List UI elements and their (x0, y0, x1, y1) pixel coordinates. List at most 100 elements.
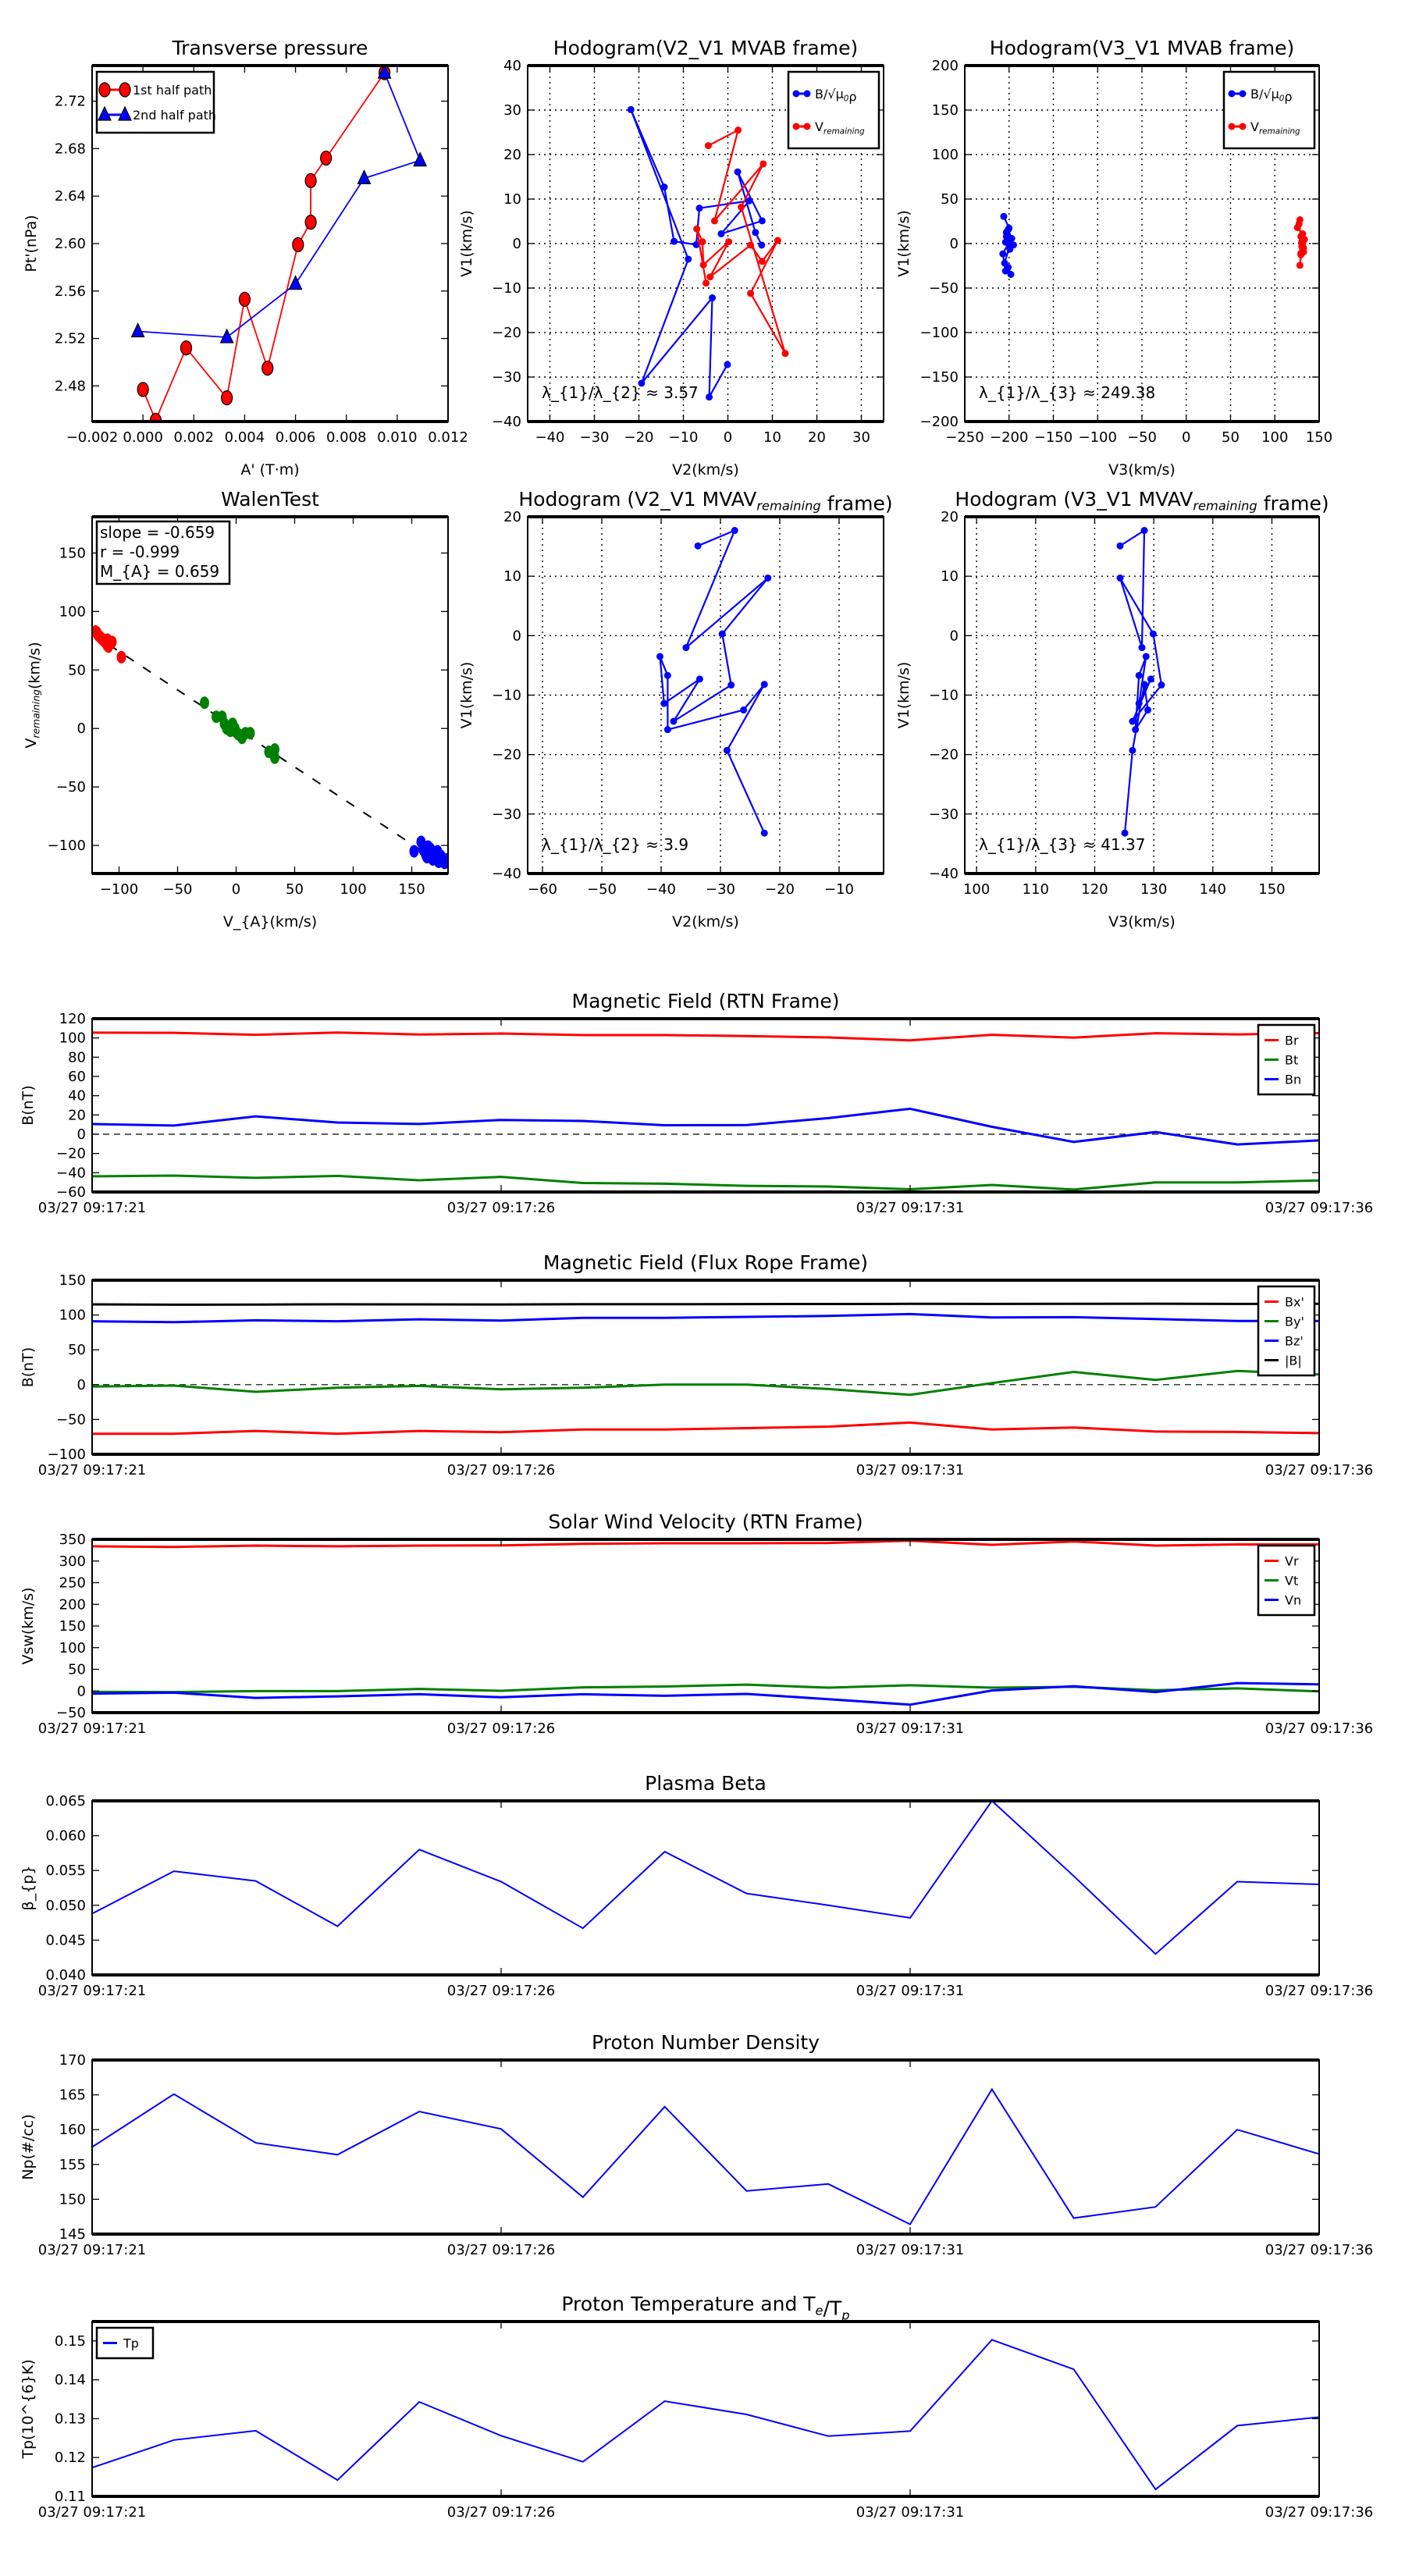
series-line (92, 1801, 1319, 1955)
y-tick-label: −10 (492, 280, 521, 297)
data-point (1116, 574, 1124, 582)
y-tick-label: 100 (59, 1640, 86, 1656)
x-tick-label: 130 (1140, 881, 1167, 898)
legend-label: Vremaining (815, 119, 865, 137)
data-point (745, 197, 753, 205)
y-tick-label: −20 (492, 747, 521, 763)
series-br (92, 1031, 1319, 1042)
data-point (413, 151, 428, 167)
legend-label: Br (1285, 1034, 1299, 1048)
data-point (1132, 726, 1140, 734)
y-tick-label: 300 (59, 1553, 86, 1570)
y-tick-label: 170 (59, 2052, 86, 2069)
data-point (764, 574, 772, 582)
legend-box (95, 70, 215, 134)
x-tick-label: 0 (724, 429, 732, 446)
series-blue (409, 835, 448, 870)
legend-label: 1st half path (133, 83, 212, 98)
y-tick-label: 2.72 (55, 94, 86, 110)
data-point (704, 142, 712, 150)
data-point (102, 633, 112, 646)
legend-entry: Bt (1264, 1053, 1298, 1068)
x-tick-label: 0 (232, 881, 240, 898)
data-point (423, 840, 433, 853)
chart-title: Proton Number Density (592, 2031, 820, 2054)
legend-label: Bx' (1285, 1295, 1304, 1310)
legend-marker (792, 123, 800, 130)
series-tp (92, 2339, 1319, 2491)
data-point (1296, 262, 1304, 269)
y-tick-label: −50 (929, 280, 959, 297)
y-tick-label: 20 (941, 509, 959, 525)
x-tick-label: 03/27 09:17:26 (447, 1200, 555, 1216)
data-point (270, 751, 279, 764)
y-tick-label: 100 (59, 1308, 86, 1324)
walen-stat: M_{A} = 0.659 (100, 562, 219, 581)
data-point (695, 675, 703, 683)
legend-label: B/√μ0ρ (815, 87, 857, 105)
y-axis-label: Np(#/cc) (20, 2114, 37, 2179)
data-point (1001, 259, 1008, 267)
data-point (180, 340, 193, 356)
series-line (92, 1174, 1319, 1191)
series-v (1116, 527, 1165, 837)
data-point (738, 203, 745, 211)
data-point (731, 527, 738, 535)
legend-entry: Vremaining (1228, 119, 1300, 137)
legend-marker (118, 105, 132, 121)
data-point (758, 241, 766, 249)
y-tick-label: 40 (68, 1088, 86, 1105)
data-point (710, 217, 718, 225)
x-tick-label: −60 (528, 881, 557, 898)
x-axis-label: V3(km/s) (1108, 913, 1176, 930)
y-axis-label: V1(km/s) (458, 662, 475, 729)
x-tick-label: 03/27 09:17:31 (856, 1200, 964, 1216)
series-v (656, 527, 772, 837)
y-tick-label: 50 (68, 1342, 86, 1358)
series-bx- (92, 1421, 1319, 1436)
x-tick-label: −100 (1079, 429, 1117, 446)
legend: B/√μ0ρ Vremaining (787, 70, 880, 150)
x-tick-label: 0.002 (174, 429, 215, 446)
y-tick-label: −50 (56, 1705, 86, 1721)
y-axis-label: Vremaining(km/s) (23, 642, 43, 748)
data-point (1129, 746, 1136, 754)
data-point (1295, 220, 1303, 228)
chart-title: Magnetic Field (RTN Frame) (572, 990, 840, 1012)
data-point (740, 706, 748, 714)
y-tick-label: 10 (941, 568, 959, 585)
proton-density-chart: 03/27 09:17:21 03/27 09:17:26 03/27 09:17:… (20, 2031, 1373, 2258)
y-tick-label: 0 (950, 236, 959, 252)
series-line (630, 109, 763, 398)
data-point (1140, 681, 1148, 688)
x-tick-label: −40 (646, 881, 676, 898)
y-tick-label: 0.055 (45, 1863, 86, 1879)
x-axis-label: V2(km/s) (672, 913, 739, 930)
data-point (1298, 239, 1306, 247)
x-tick-label: −20 (624, 429, 654, 446)
x-tick-label: 03/27 09:17:31 (856, 2242, 964, 2258)
data-point (760, 681, 768, 688)
legend-entry: 1st half path (98, 82, 212, 98)
walen-stat: r = -0.999 (100, 543, 180, 561)
legend-marker (1228, 123, 1236, 130)
data-point (685, 255, 692, 263)
data-point (238, 291, 251, 308)
x-axis-label: V2(km/s) (672, 461, 739, 479)
legend-marker (803, 123, 811, 130)
x-tick-label: 03/27 09:17:31 (856, 2504, 964, 2521)
y-tick-label: 0.11 (55, 2489, 86, 2505)
x-tick-label: 50 (1222, 429, 1240, 446)
x-tick-label: 03/27 09:17:26 (447, 1720, 555, 1737)
y-tick-label: −40 (56, 1165, 86, 1181)
y-axis-label: V1(km/s) (458, 210, 475, 277)
chart-title: WalenTest (221, 488, 319, 511)
y-tick-label: 2.48 (55, 378, 86, 394)
y-tick-label: 10 (503, 568, 521, 585)
legend-entry: Vremaining (792, 119, 865, 137)
y-tick-label: 0 (950, 628, 959, 644)
y-axis-label: B(nT) (20, 1085, 37, 1126)
y-tick-label: −10 (492, 688, 521, 704)
y-tick-label: 150 (59, 1618, 86, 1635)
